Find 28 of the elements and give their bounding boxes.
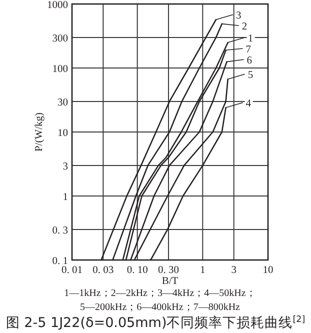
y-tick-label: 0. 3 xyxy=(52,225,68,236)
legend-label: 2 xyxy=(242,22,248,33)
legend-label: 6 xyxy=(246,56,252,67)
legend-label: 4 xyxy=(246,98,252,110)
x-tick-label: 0. 03 xyxy=(92,265,114,276)
text: 5—200kHz；6—400kHz；7—800kHz xyxy=(80,302,241,313)
y-tick-label: 10 xyxy=(58,128,68,139)
x-tick-label: 0. 10 xyxy=(126,265,148,276)
x-tick-label: 10 xyxy=(262,265,274,276)
y-tick-label: 30 xyxy=(58,97,68,108)
legend-label: 5 xyxy=(248,70,254,82)
legend-label: 7 xyxy=(246,44,252,56)
legend-label: 1 xyxy=(248,34,254,45)
y-tick-label: 3 xyxy=(62,161,68,172)
x-tick-label: 0. 01 xyxy=(62,265,82,276)
y-tick-label: 300 xyxy=(52,33,68,44)
y-tick-label: 100 xyxy=(52,64,68,75)
x-tick-label: 1 xyxy=(200,265,206,276)
y-axis-title: P/(W/kg) xyxy=(34,112,45,152)
text: 1—1kHz；2—2kHz；3—4kHz；4—50kHz； xyxy=(64,288,256,299)
y-tick-label: 0. 1 xyxy=(52,256,68,267)
x-tick-label: 0. 30 xyxy=(158,265,180,276)
legend-label: 3 xyxy=(236,10,242,22)
x-axis-title: B/T xyxy=(162,276,179,287)
text: 图 2-5 1J22(δ=0.05mm)不同频率下损耗曲线$^{[2]}$ xyxy=(6,315,306,331)
y-tick-label: 1000 xyxy=(47,0,68,11)
x-tick-label: 3 xyxy=(231,265,236,276)
y-tick-label: 1 xyxy=(62,192,68,203)
